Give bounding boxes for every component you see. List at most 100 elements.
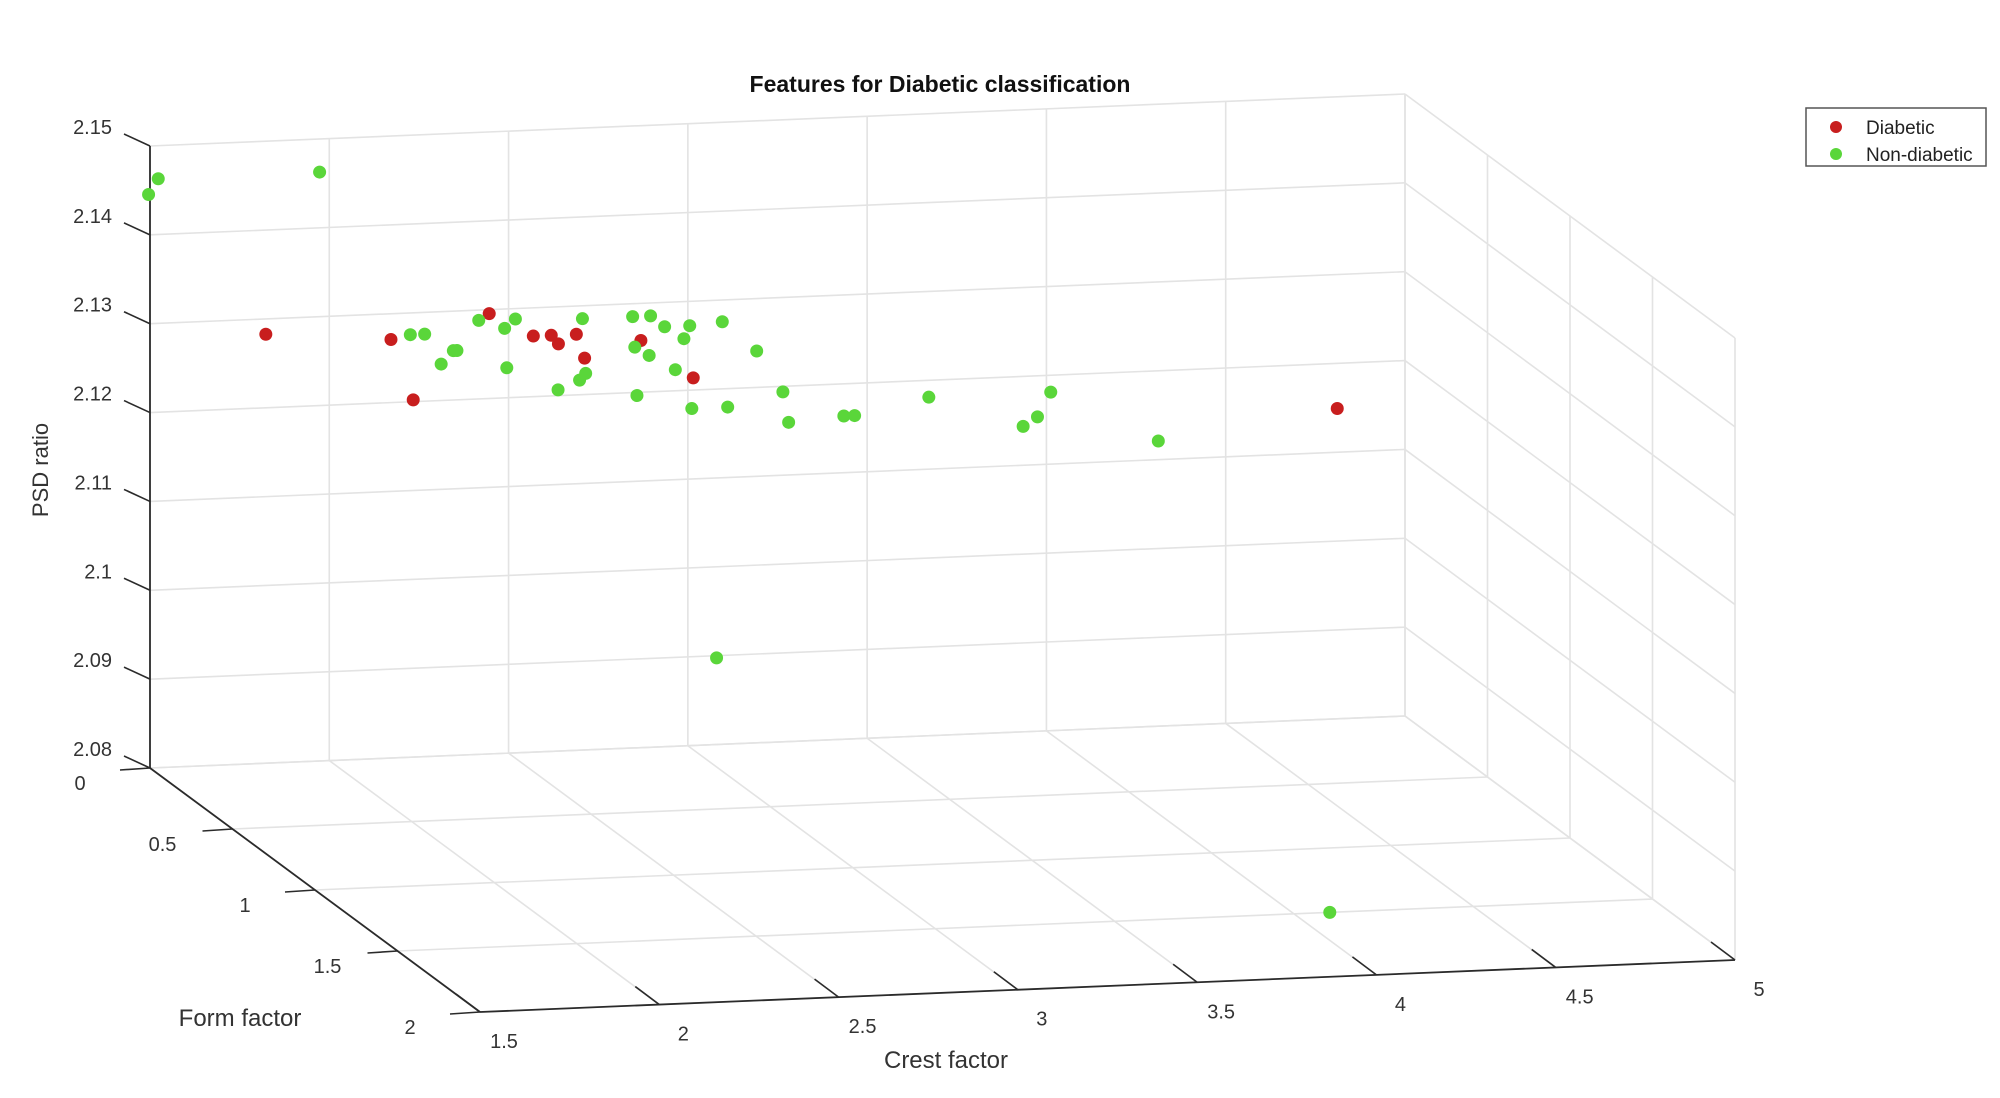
data-point-diabetic	[259, 327, 273, 341]
grid-line	[149, 93, 1406, 147]
x-tick-mark	[1351, 956, 1377, 976]
data-point-non-diabetic	[685, 402, 699, 416]
grid-line	[1404, 93, 1736, 339]
x-tick-label: 2.5	[849, 1016, 877, 1038]
z-tick-label: 2.09	[73, 650, 112, 672]
x-tick-label: 4.5	[1566, 986, 1594, 1008]
tick-labels: 1.5 2 2.5 3 3.5 4 4.5 5 0 0.5 1 1.5 2 2.08 2.09 2.1 2.11…	[73, 117, 1765, 1053]
data-point-non-diabetic	[1030, 410, 1044, 424]
grid-line	[1404, 359, 1736, 606]
grid-line	[149, 270, 1406, 325]
z-axis-label: PSD ratio	[28, 423, 53, 517]
data-point-non-diabetic	[313, 165, 327, 179]
data-point-non-diabetic	[677, 332, 691, 346]
data-point-non-diabetic	[403, 328, 417, 342]
data-point-non-diabetic	[450, 344, 464, 358]
y-tick-label: 0.5	[149, 834, 177, 856]
data-point-non-diabetic	[472, 313, 486, 327]
data-point-non-diabetic	[151, 172, 165, 186]
axes-panes	[150, 94, 1735, 1012]
data-point-non-diabetic	[579, 366, 593, 380]
legend-marker-non-diabetic	[1830, 148, 1842, 160]
y-tick-mark	[449, 1011, 481, 1015]
y-tick-label: 0	[74, 773, 85, 795]
grid-line	[149, 182, 1406, 236]
y-tick-mark	[367, 950, 398, 954]
x-tick-mark	[814, 978, 840, 998]
y-tick-mark	[284, 889, 316, 893]
data-point-non-diabetic	[710, 651, 724, 665]
x-tick-label: 3	[1036, 1009, 1047, 1031]
data-point-non-diabetic	[715, 315, 729, 329]
grid-line	[314, 837, 1571, 891]
data-point-non-diabetic	[837, 409, 851, 423]
x-tick-label: 3.5	[1207, 1001, 1235, 1023]
grid-line	[149, 359, 1406, 414]
z-tick-label: 2.12	[73, 384, 112, 406]
x-tick-mark	[1531, 948, 1557, 969]
x-tick-label: 5	[1753, 979, 1764, 1001]
data-point-diabetic	[526, 329, 540, 343]
data-point-non-diabetic	[1044, 385, 1058, 399]
z-tick-label: 2.14	[73, 206, 112, 228]
data-point-non-diabetic	[434, 357, 448, 371]
data-point-non-diabetic	[551, 383, 565, 397]
data-point-non-diabetic	[626, 310, 640, 324]
legend: Diabetic Non-diabetic	[1805, 107, 1987, 167]
data-points	[142, 165, 1344, 919]
data-point-non-diabetic	[658, 320, 672, 334]
z-tick-label: 2.11	[75, 472, 112, 494]
legend-marker-diabetic	[1830, 121, 1842, 133]
x-tick-mark	[993, 971, 1019, 991]
chart-title: Features for Diabetic classification	[750, 71, 1131, 97]
y-tick-label: 2	[404, 1017, 415, 1039]
grid-line	[232, 776, 1488, 830]
z-tick-mark	[123, 133, 151, 147]
y-tick-mark	[202, 828, 233, 832]
data-point-non-diabetic	[1323, 905, 1337, 919]
z-tick-label: 2.08	[73, 739, 112, 761]
z-tick-mark	[123, 577, 151, 592]
data-point-diabetic	[569, 327, 583, 341]
grid-line	[149, 626, 1406, 680]
data-point-non-diabetic	[644, 309, 658, 323]
data-point-non-diabetic	[1151, 434, 1165, 448]
z-tick-mark	[123, 222, 151, 236]
grid-line	[1404, 626, 1736, 872]
z-tick-mark	[123, 399, 151, 414]
grid-line	[1404, 537, 1736, 783]
grid-line	[1404, 448, 1736, 695]
x-tick-mark	[1172, 963, 1198, 983]
x-tick-mark	[634, 985, 660, 1006]
axis-lines	[119, 133, 1736, 1015]
data-point-non-diabetic	[630, 389, 644, 403]
grid-line	[149, 448, 1406, 503]
data-point-non-diabetic	[683, 319, 697, 333]
data-point-diabetic	[1330, 401, 1344, 415]
z-tick-mark	[123, 755, 151, 769]
y-tick-mark	[119, 767, 151, 771]
back-wall	[150, 94, 1405, 768]
x-tick-mark	[455, 993, 481, 1013]
data-point-non-diabetic	[498, 321, 512, 335]
data-point-non-diabetic	[418, 327, 432, 341]
grid-line	[149, 715, 1406, 769]
legend-label-diabetic: Diabetic	[1866, 118, 1935, 139]
grid-line	[149, 537, 1406, 592]
y-tick-label: 1	[239, 895, 250, 917]
data-point-diabetic	[544, 328, 558, 342]
data-point-diabetic	[482, 307, 496, 321]
x-axis-label: Crest factor	[884, 1047, 1008, 1074]
z-tick-mark	[123, 488, 151, 503]
data-point-diabetic	[551, 337, 565, 351]
data-point-diabetic	[578, 351, 592, 365]
data-point-non-diabetic	[668, 363, 682, 377]
data-point-non-diabetic	[922, 390, 936, 404]
data-point-non-diabetic	[848, 409, 862, 423]
x-tick-label: 1.5	[490, 1031, 518, 1053]
grid-line	[1404, 182, 1736, 428]
x-axis-line	[479, 959, 1736, 1013]
data-point-non-diabetic	[628, 340, 642, 354]
legend-label-non-diabetic: Non-diabetic	[1866, 145, 1973, 166]
